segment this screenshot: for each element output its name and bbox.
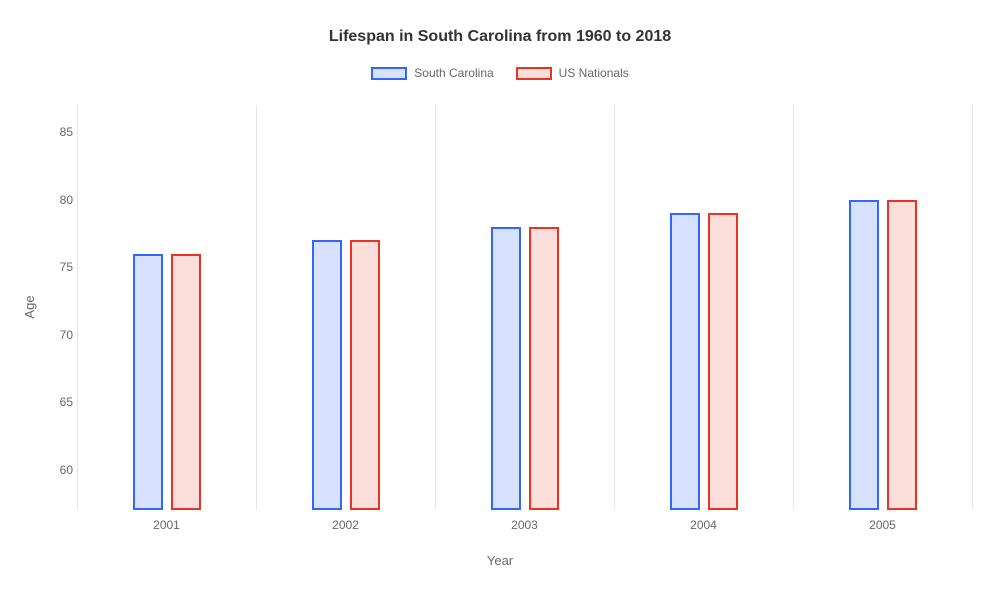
- x-tick: 2004: [690, 518, 717, 532]
- y-tick: 80: [43, 193, 73, 207]
- x-tick: 2002: [332, 518, 359, 532]
- bar: [887, 200, 917, 511]
- y-axis-label: Age: [22, 295, 37, 318]
- legend-label-south-carolina: South Carolina: [414, 66, 493, 80]
- chart-container: Lifespan in South Carolina from 1960 to …: [0, 0, 1000, 600]
- y-tick: 85: [43, 125, 73, 139]
- x-tick: 2005: [869, 518, 896, 532]
- x-tick: 2001: [153, 518, 180, 532]
- y-tick: 70: [43, 328, 73, 342]
- legend-label-us-nationals: US Nationals: [559, 66, 629, 80]
- x-axis: 2001 2002 2003 2004 2005: [77, 518, 972, 538]
- x-tick: 2003: [511, 518, 538, 532]
- bar: [133, 254, 163, 511]
- legend-item-south-carolina: South Carolina: [371, 66, 493, 80]
- bar: [529, 227, 559, 511]
- x-axis-label: Year: [487, 553, 513, 568]
- y-tick: 75: [43, 260, 73, 274]
- legend: South Carolina US Nationals: [0, 66, 1000, 80]
- y-tick: 60: [43, 463, 73, 477]
- legend-swatch-south-carolina: [371, 67, 407, 80]
- legend-item-us-nationals: US Nationals: [516, 66, 629, 80]
- gridline-vertical: [972, 105, 973, 510]
- bar: [491, 227, 521, 511]
- bar: [171, 254, 201, 511]
- chart-title: Lifespan in South Carolina from 1960 to …: [0, 0, 1000, 46]
- bars: [77, 105, 972, 510]
- plot-area: [77, 105, 972, 510]
- bar: [312, 240, 342, 510]
- bar: [670, 213, 700, 510]
- bar: [350, 240, 380, 510]
- legend-swatch-us-nationals: [516, 67, 552, 80]
- bar: [849, 200, 879, 511]
- y-tick: 65: [43, 395, 73, 409]
- bar: [708, 213, 738, 510]
- y-axis: 60 65 70 75 80 85: [43, 105, 73, 510]
